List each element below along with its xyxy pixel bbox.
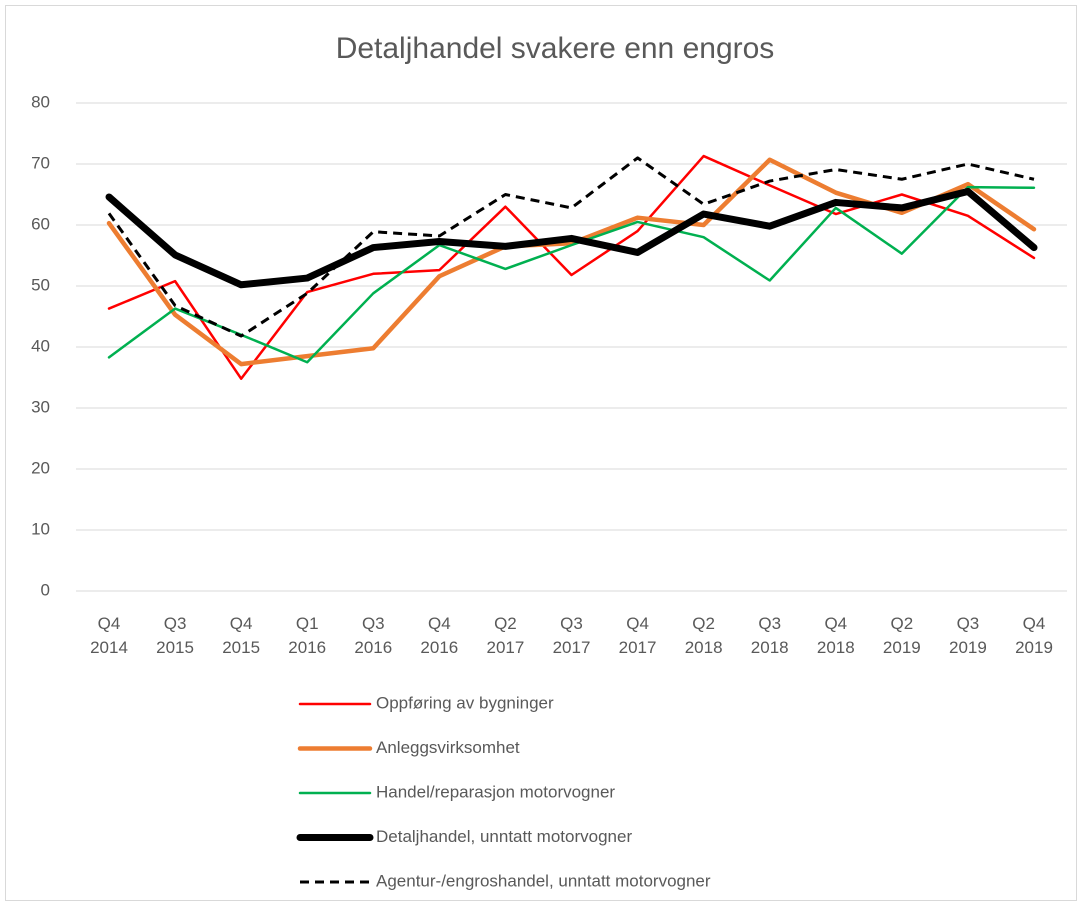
chart-frame — [5, 5, 1077, 901]
x-tick-label: Q3 2016 — [354, 614, 393, 657]
y-tick-label: 20 — [31, 458, 50, 477]
x-tick-label: Q3 2018 — [750, 614, 789, 657]
x-tick-label: Q3 2015 — [156, 614, 194, 657]
legend-label: Agentur-/engroshandel, unntatt motorvogn… — [376, 871, 711, 890]
x-tick-label: Q2 2019 — [882, 614, 921, 657]
legend-label: Detaljhandel, unntatt motorvogner — [376, 827, 632, 846]
y-tick-label: 30 — [31, 397, 50, 416]
x-tick-label: Q3 2019 — [949, 614, 987, 657]
series-line — [106, 157, 1037, 367]
x-tick-label: Q1 2016 — [288, 614, 327, 657]
x-tick-label: Q4 2015 — [222, 614, 261, 657]
x-tick-label: Q4 2014 — [90, 614, 128, 657]
legend-label: Oppføring av bygninger — [376, 693, 554, 712]
chart-title: Detaljhandel svakere enn engros — [336, 32, 775, 65]
y-tick-label: 40 — [31, 336, 50, 355]
legend-label: Handel/reparasjon motorvogner — [376, 782, 615, 801]
series-line — [105, 187, 1038, 289]
x-tick-label: Q3 2017 — [552, 614, 591, 657]
x-tick-label: Q4 2019 — [1015, 614, 1053, 657]
y-tick-label: 0 — [41, 580, 50, 599]
x-tick-label: Q2 2017 — [486, 614, 525, 657]
y-tick-label: 60 — [31, 214, 50, 233]
x-tick-label: Q4 2018 — [816, 614, 855, 657]
series-line — [107, 185, 1036, 364]
x-tick-label: Q4 2017 — [618, 614, 657, 657]
y-tick-label: 10 — [31, 519, 50, 538]
series-line — [107, 154, 1036, 380]
y-tick-label: 50 — [31, 275, 50, 294]
y-tick-label: 80 — [31, 92, 50, 111]
series-line — [107, 156, 1035, 338]
y-tick-label: 70 — [31, 153, 50, 172]
x-tick-label: Q2 2018 — [684, 614, 723, 657]
x-tick-label: Q4 2016 — [420, 614, 459, 657]
legend-label: Anleggsvirksomhet — [376, 738, 520, 757]
